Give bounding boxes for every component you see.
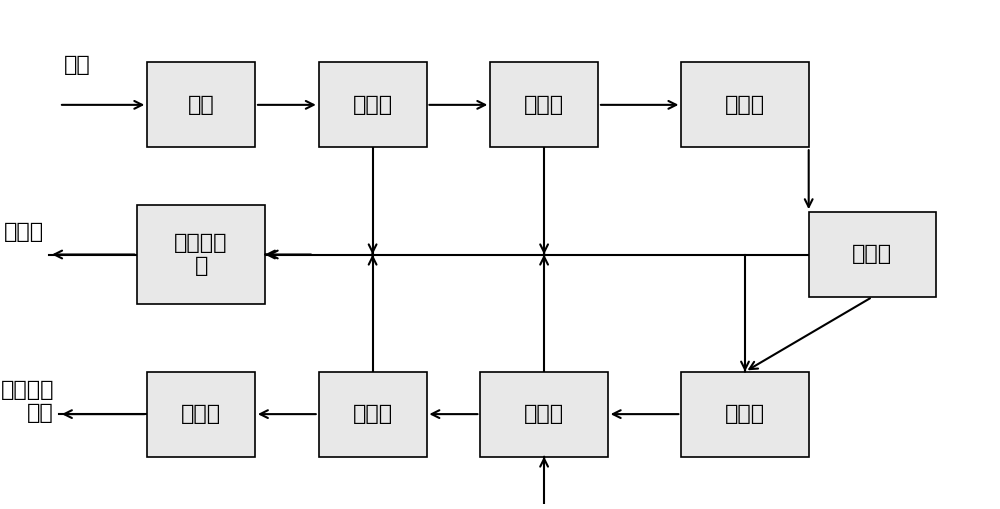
Text: 沉淀池: 沉淀池 [353, 404, 393, 424]
Text: 隔油池: 隔油池 [353, 95, 393, 115]
Text: 好氧池: 好氧池 [524, 404, 564, 424]
Text: 污泥浓缩
池: 污泥浓缩 池 [174, 233, 228, 276]
Text: 污水: 污水 [64, 55, 91, 75]
Text: 絮凝剂: 絮凝剂 [4, 222, 44, 242]
Text: 水解池: 水解池 [725, 404, 765, 424]
Text: 消毒池: 消毒池 [181, 404, 221, 424]
FancyBboxPatch shape [809, 212, 936, 297]
FancyBboxPatch shape [137, 205, 265, 304]
FancyBboxPatch shape [681, 372, 809, 457]
FancyBboxPatch shape [490, 63, 598, 147]
FancyBboxPatch shape [147, 63, 255, 147]
FancyBboxPatch shape [319, 372, 426, 457]
Text: 中间池: 中间池 [852, 244, 892, 265]
FancyBboxPatch shape [319, 63, 426, 147]
Text: 格栅: 格栅 [188, 95, 214, 115]
FancyBboxPatch shape [147, 372, 255, 457]
Text: 调节池: 调节池 [524, 95, 564, 115]
Text: 厌氧池: 厌氧池 [725, 95, 765, 115]
FancyBboxPatch shape [681, 63, 809, 147]
FancyBboxPatch shape [480, 372, 608, 457]
Text: 出水达标
排放: 出水达标 排放 [1, 380, 54, 423]
